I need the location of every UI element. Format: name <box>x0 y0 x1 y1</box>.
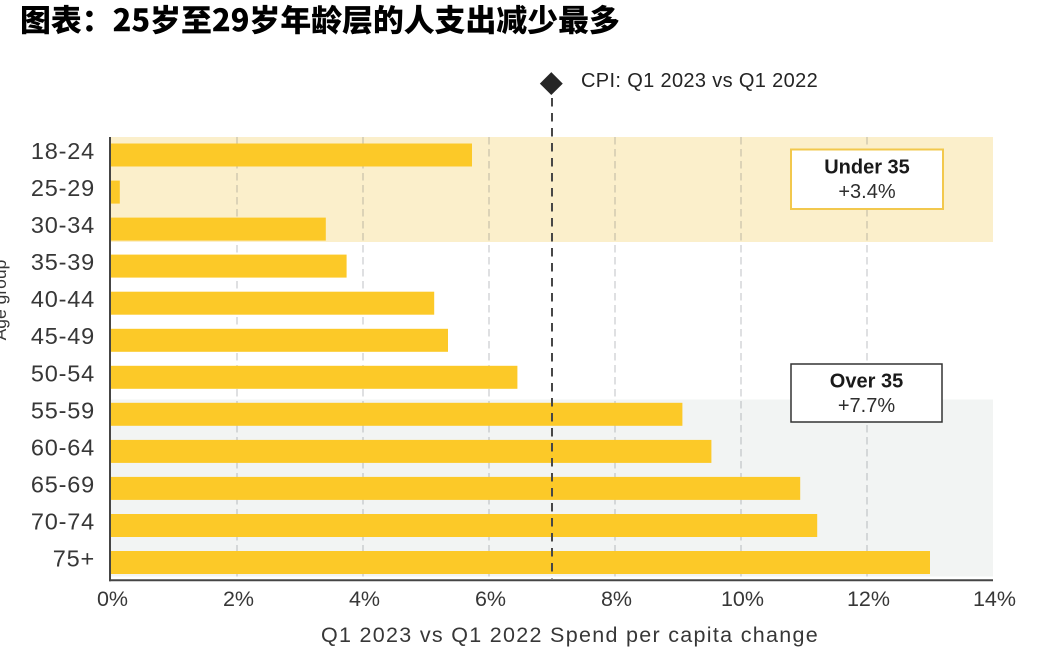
svg-text:2%: 2% <box>223 587 254 611</box>
svg-text:8%: 8% <box>601 587 632 611</box>
svg-text:CPI: Q1 2023 vs Q1 2022: CPI: Q1 2023 vs Q1 2022 <box>581 70 818 92</box>
svg-text:0%: 0% <box>97 587 128 611</box>
svg-text:25-29: 25-29 <box>31 175 95 201</box>
svg-text:+3.4%: +3.4% <box>838 181 895 203</box>
svg-text:40-44: 40-44 <box>31 286 95 312</box>
svg-text:65-69: 65-69 <box>31 471 95 497</box>
svg-text:30-34: 30-34 <box>31 212 95 238</box>
svg-text:6%: 6% <box>475 587 506 611</box>
svg-text:12%: 12% <box>847 587 890 611</box>
svg-text:Q1 2023 vs Q1 2022 Spend per c: Q1 2023 vs Q1 2022 Spend per capita chan… <box>321 623 819 647</box>
svg-text:60-64: 60-64 <box>31 434 95 460</box>
svg-text:+7.7%: +7.7% <box>838 395 895 417</box>
svg-text:4%: 4% <box>349 587 380 611</box>
svg-text:Age group: Age group <box>0 260 10 341</box>
svg-text:18-24: 18-24 <box>31 138 95 164</box>
svg-text:45-49: 45-49 <box>31 323 95 349</box>
svg-text:75+: 75+ <box>53 546 95 572</box>
svg-text:14%: 14% <box>973 587 1016 611</box>
svg-text:35-39: 35-39 <box>31 249 95 275</box>
svg-text:50-54: 50-54 <box>31 360 95 386</box>
svg-text:10%: 10% <box>721 587 764 611</box>
svg-text:Over 35: Over 35 <box>830 371 903 393</box>
svg-text:55-59: 55-59 <box>31 397 95 423</box>
svg-text:70-74: 70-74 <box>31 509 95 535</box>
svg-text:Under 35: Under 35 <box>824 157 910 179</box>
